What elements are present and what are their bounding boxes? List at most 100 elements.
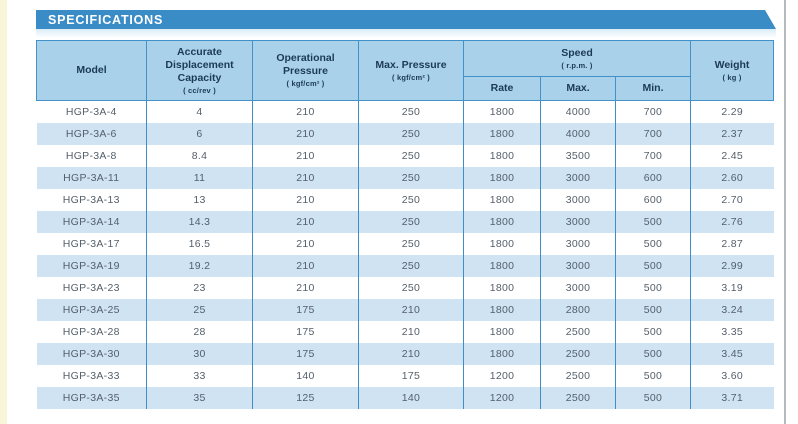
table-row: HGP-3A-28 28 175 210 1800 2500 500 3.35 bbox=[36, 320, 774, 343]
cell-weight: 2.37 bbox=[690, 122, 774, 145]
cell-speed-rate: 1800 bbox=[463, 210, 541, 233]
header-model: Model bbox=[36, 40, 147, 101]
cell-model: HGP-3A-33 bbox=[36, 364, 147, 387]
table-row: HGP-3A-4 4 210 250 1800 4000 700 2.29 bbox=[36, 100, 774, 123]
cell-max-pressure: 250 bbox=[358, 232, 464, 255]
cell-model: HGP-3A-6 bbox=[36, 122, 147, 145]
cell-op-pressure: 210 bbox=[252, 100, 359, 123]
cell-speed-min: 500 bbox=[615, 232, 691, 255]
cell-speed-max: 3000 bbox=[540, 210, 616, 233]
cell-capacity: 8.4 bbox=[146, 144, 253, 167]
cell-speed-max: 4000 bbox=[540, 100, 616, 123]
cell-capacity: 4 bbox=[146, 100, 253, 123]
cell-speed-max: 3000 bbox=[540, 232, 616, 255]
cell-capacity: 14.3 bbox=[146, 210, 253, 233]
cell-op-pressure: 210 bbox=[252, 232, 359, 255]
cell-speed-min: 600 bbox=[615, 166, 691, 189]
cell-speed-rate: 1800 bbox=[463, 188, 541, 211]
cell-speed-min: 500 bbox=[615, 298, 691, 321]
table-row: HGP-3A-6 6 210 250 1800 4000 700 2.37 bbox=[36, 122, 774, 145]
table-row: HGP-3A-17 16.5 210 250 1800 3000 500 2.87 bbox=[36, 232, 774, 255]
section-title: SPECIFICATIONS bbox=[48, 12, 164, 27]
header-max-pressure: Max. Pressure ( kgf/cm² ) bbox=[358, 40, 464, 101]
header-capacity-unit: ( cc/rev ) bbox=[183, 86, 216, 95]
cell-op-pressure: 140 bbox=[252, 364, 359, 387]
cell-op-pressure: 210 bbox=[252, 254, 359, 277]
cell-max-pressure: 210 bbox=[358, 298, 464, 321]
cell-max-pressure: 250 bbox=[358, 210, 464, 233]
cell-max-pressure: 250 bbox=[358, 122, 464, 145]
cell-speed-max: 2500 bbox=[540, 342, 616, 365]
cell-model: HGP-3A-35 bbox=[36, 386, 147, 409]
cell-max-pressure: 250 bbox=[358, 100, 464, 123]
cell-op-pressure: 175 bbox=[252, 298, 359, 321]
cell-max-pressure: 210 bbox=[358, 342, 464, 365]
cell-speed-max: 4000 bbox=[540, 122, 616, 145]
cell-model: HGP-3A-25 bbox=[36, 298, 147, 321]
table-row: HGP-3A-35 35 125 140 1200 2500 500 3.71 bbox=[36, 386, 774, 409]
cell-max-pressure: 210 bbox=[358, 320, 464, 343]
cell-speed-rate: 1800 bbox=[463, 144, 541, 167]
cell-speed-min: 500 bbox=[615, 364, 691, 387]
cell-model: HGP-3A-4 bbox=[36, 100, 147, 123]
cell-capacity: 23 bbox=[146, 276, 253, 299]
cell-speed-min: 500 bbox=[615, 386, 691, 409]
header-speed-min: Min. bbox=[615, 76, 691, 101]
cell-capacity: 13 bbox=[146, 188, 253, 211]
cell-speed-max: 3000 bbox=[540, 188, 616, 211]
cell-speed-rate: 1200 bbox=[463, 386, 541, 409]
cell-weight: 3.24 bbox=[690, 298, 774, 321]
table-row: HGP-3A-30 30 175 210 1800 2500 500 3.45 bbox=[36, 342, 774, 365]
cell-speed-rate: 1800 bbox=[463, 100, 541, 123]
cell-speed-max: 3000 bbox=[540, 254, 616, 277]
cell-speed-rate: 1800 bbox=[463, 298, 541, 321]
cell-speed-rate: 1800 bbox=[463, 122, 541, 145]
cell-max-pressure: 250 bbox=[358, 144, 464, 167]
cell-speed-min: 700 bbox=[615, 122, 691, 145]
cell-op-pressure: 210 bbox=[252, 210, 359, 233]
header-weight-unit: ( kg ) bbox=[722, 72, 742, 82]
cell-model: HGP-3A-11 bbox=[36, 166, 147, 189]
cell-capacity: 33 bbox=[146, 364, 253, 387]
cell-op-pressure: 210 bbox=[252, 122, 359, 145]
table-row: HGP-3A-23 23 210 250 1800 3000 500 3.19 bbox=[36, 276, 774, 299]
cell-speed-rate: 1800 bbox=[463, 166, 541, 189]
spec-table-body: HGP-3A-4 4 210 250 1800 4000 700 2.29 HGP-3A-6 6 2… bbox=[36, 100, 774, 409]
cell-max-pressure: 250 bbox=[358, 166, 464, 189]
cell-speed-min: 600 bbox=[615, 188, 691, 211]
cell-op-pressure: 210 bbox=[252, 188, 359, 211]
cell-capacity: 19.2 bbox=[146, 254, 253, 277]
section-banner: SPECIFICATIONS bbox=[36, 10, 776, 29]
cell-weight: 3.19 bbox=[690, 276, 774, 299]
cell-speed-min: 700 bbox=[615, 144, 691, 167]
page-edge-strip bbox=[0, 0, 7, 424]
cell-weight: 2.99 bbox=[690, 254, 774, 277]
banner-underglow bbox=[36, 29, 776, 38]
table-row: HGP-3A-13 13 210 250 1800 3000 600 2.70 bbox=[36, 188, 774, 211]
cell-weight: 3.71 bbox=[690, 386, 774, 409]
cell-weight: 2.29 bbox=[690, 100, 774, 123]
cell-capacity: 28 bbox=[146, 320, 253, 343]
header-operational-pressure-unit: ( kgf/cm² ) bbox=[286, 79, 325, 89]
cell-speed-rate: 1800 bbox=[463, 254, 541, 277]
cell-model: HGP-3A-14 bbox=[36, 210, 147, 233]
cell-model: HGP-3A-28 bbox=[36, 320, 147, 343]
cell-speed-min: 500 bbox=[615, 276, 691, 299]
table-row: HGP-3A-19 19.2 210 250 1800 3000 500 2.99 bbox=[36, 254, 774, 277]
cell-op-pressure: 210 bbox=[252, 276, 359, 299]
header-model-label: Model bbox=[76, 63, 107, 76]
cell-speed-max: 3000 bbox=[540, 276, 616, 299]
header-max-pressure-unit: ( kgf/cm² ) bbox=[391, 72, 431, 82]
cell-speed-max: 3500 bbox=[540, 144, 616, 167]
cell-model: HGP-3A-19 bbox=[36, 254, 147, 277]
cell-model: HGP-3A-30 bbox=[36, 342, 147, 365]
cell-op-pressure: 175 bbox=[252, 342, 359, 365]
cell-op-pressure: 210 bbox=[252, 166, 359, 189]
cell-max-pressure: 250 bbox=[358, 276, 464, 299]
cell-speed-rate: 1800 bbox=[463, 232, 541, 255]
cell-max-pressure: 140 bbox=[358, 386, 464, 409]
cell-speed-max: 3000 bbox=[540, 166, 616, 189]
table-row: HGP-3A-33 33 140 175 1200 2500 500 3.60 bbox=[36, 364, 774, 387]
cell-speed-min: 500 bbox=[615, 342, 691, 365]
cell-capacity: 35 bbox=[146, 386, 253, 409]
